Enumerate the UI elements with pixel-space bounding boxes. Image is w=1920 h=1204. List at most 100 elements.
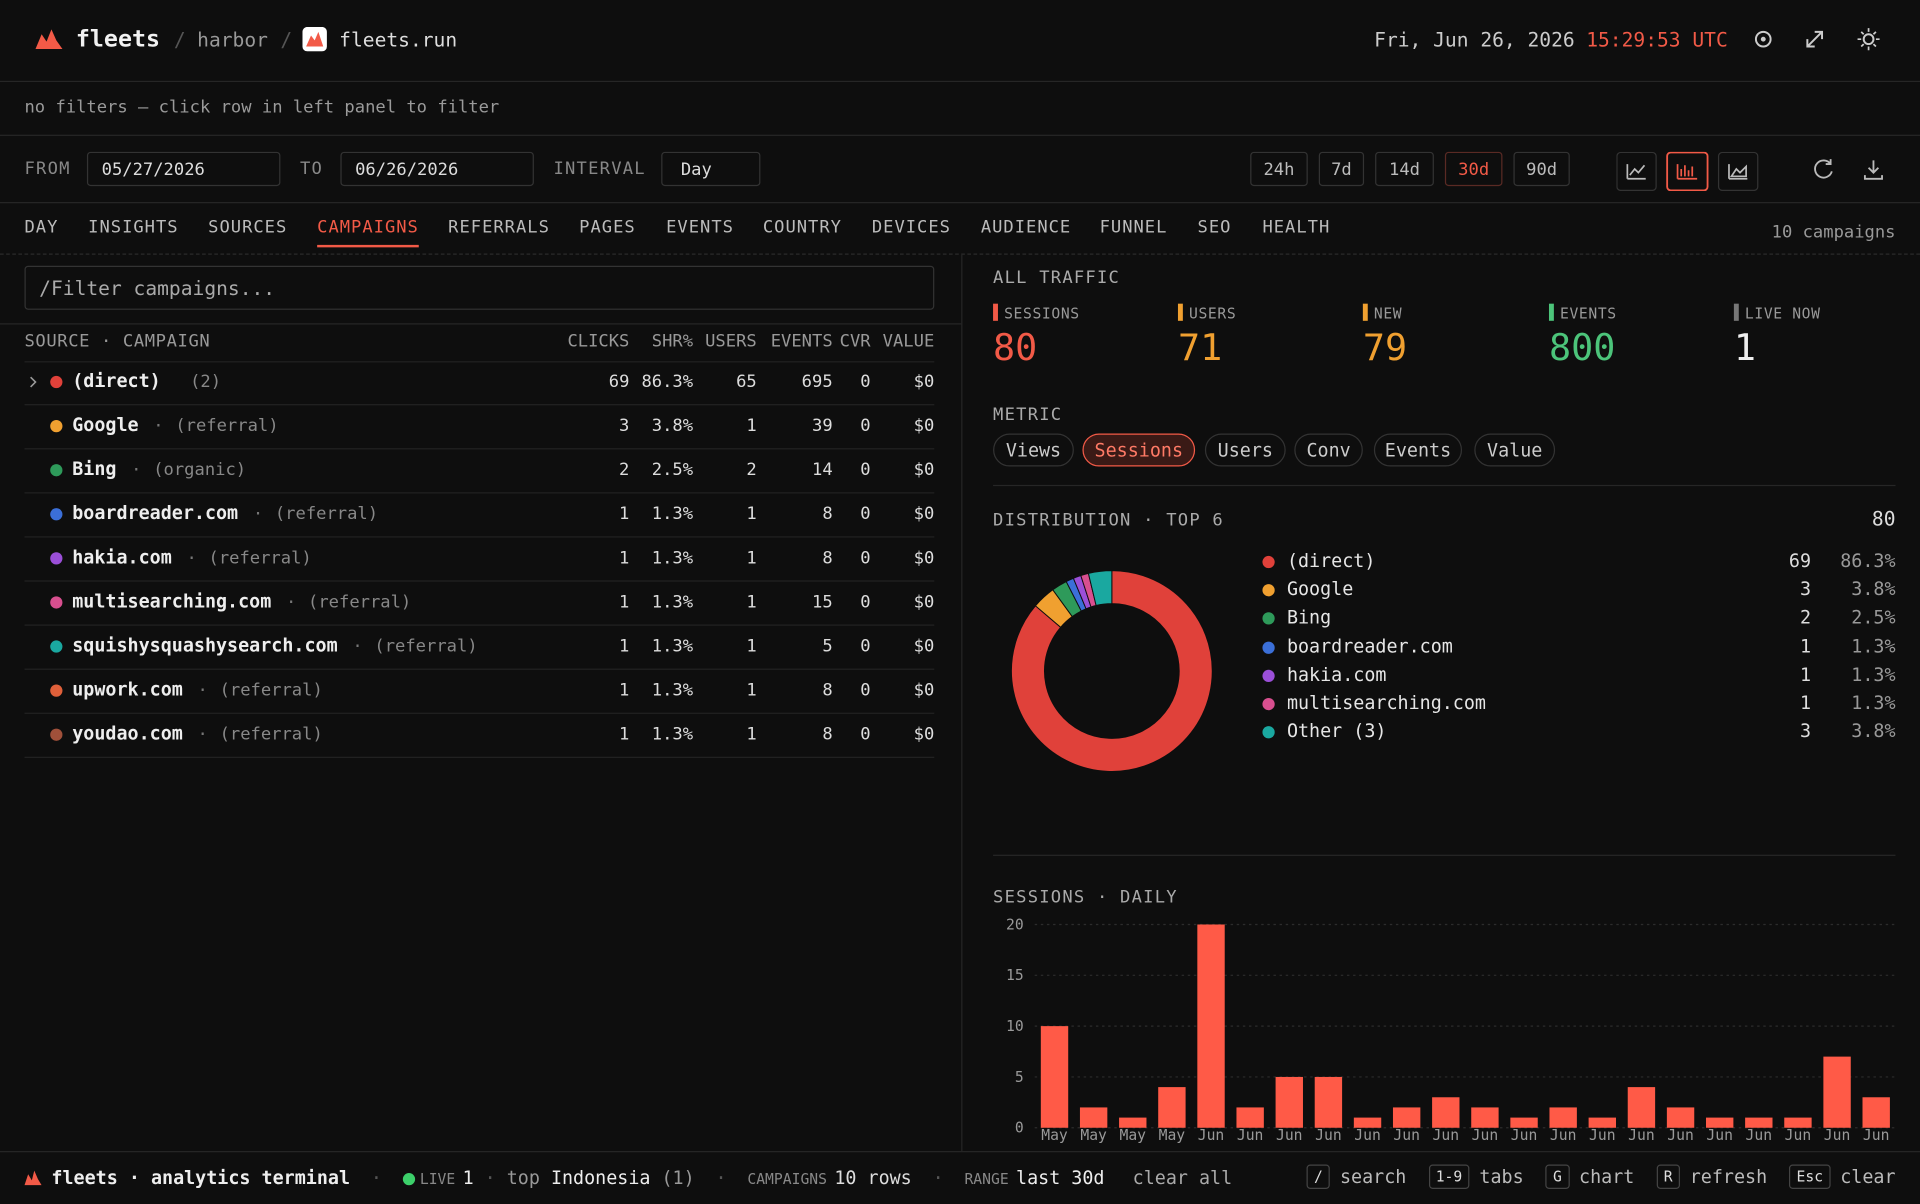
source-name[interactable]: squishysquashysearch.com xyxy=(72,634,338,657)
source-tag: (2) xyxy=(190,372,222,392)
tab[interactable]: SOURCES xyxy=(208,217,288,238)
tab[interactable]: COUNTRY xyxy=(762,217,842,238)
cell: 0 xyxy=(860,416,871,436)
source-name[interactable]: upwork.com xyxy=(72,678,183,701)
x-tick-label: Jun xyxy=(1393,1127,1420,1144)
row-line xyxy=(24,756,935,758)
source-name[interactable]: multisearching.com xyxy=(72,590,272,613)
bar xyxy=(1588,1117,1616,1128)
panel-divider xyxy=(961,254,963,1152)
cell: 1 xyxy=(619,548,630,569)
donut-chart xyxy=(1010,570,1213,772)
metric-label: Value xyxy=(1487,439,1543,462)
shortcut-label: chart xyxy=(1579,1165,1635,1188)
range-button[interactable]: 30d xyxy=(1444,151,1503,187)
source-tag: (referral) xyxy=(175,416,279,436)
tab[interactable]: CAMPAIGNS xyxy=(317,217,419,238)
bar xyxy=(1745,1117,1773,1128)
site-icon xyxy=(302,26,327,52)
divider xyxy=(0,134,1920,136)
cell: $0 xyxy=(913,416,935,436)
legend-name: Other (3) xyxy=(1286,720,1387,743)
time: 15:29:53 UTC xyxy=(1586,28,1728,52)
live-count: 1 xyxy=(462,1166,474,1189)
legend-name: (direct) xyxy=(1286,549,1376,572)
tab[interactable]: HEALTH xyxy=(1262,217,1331,238)
x-tick-label: Jun xyxy=(1433,1127,1460,1144)
source-name[interactable]: (direct) xyxy=(72,369,161,392)
legend-share: 2.5% xyxy=(1851,606,1896,629)
cell: $0 xyxy=(913,460,935,481)
metric-label: Users xyxy=(1217,439,1273,462)
chart-title: SESSIONS · DAILY xyxy=(993,887,1178,908)
tab[interactable]: FUNNEL xyxy=(1099,217,1168,238)
stat-value: 800 xyxy=(1548,326,1616,370)
metric-pill[interactable]: Users xyxy=(1204,433,1286,467)
campaigns-label: CAMPAIGNS xyxy=(747,1170,827,1188)
x-tick-label: Jun xyxy=(1354,1127,1381,1144)
tab[interactable]: SEO xyxy=(1197,217,1232,238)
tab[interactable]: EVENTS xyxy=(666,217,734,238)
metric-pill[interactable]: Value xyxy=(1474,433,1556,467)
tab-underline xyxy=(317,244,419,248)
tab[interactable]: DAY xyxy=(24,217,59,238)
source-tag: (referral) xyxy=(274,504,379,525)
legend-dot xyxy=(1262,612,1275,625)
column-header: CVR xyxy=(839,331,871,352)
date-input[interactable]: 05/27/2026 xyxy=(86,151,281,187)
chart-type-icons[interactable] xyxy=(1616,151,1763,192)
x-tick-label: Jun xyxy=(1746,1127,1773,1144)
metric-pill[interactable]: Sessions xyxy=(1082,433,1196,467)
range-button[interactable]: 90d xyxy=(1513,151,1570,187)
x-tick-label: Jun xyxy=(1315,1127,1342,1144)
bar xyxy=(1471,1107,1499,1128)
source-dot xyxy=(50,640,63,653)
legend-share: 1.3% xyxy=(1851,635,1896,658)
metric-pill[interactable]: Conv xyxy=(1294,433,1363,467)
cell: 1.3% xyxy=(651,548,694,569)
source-name[interactable]: boardreader.com xyxy=(72,502,239,525)
metric-pill[interactable]: Events xyxy=(1373,433,1463,467)
cell: 8 xyxy=(822,504,833,525)
header-icons[interactable] xyxy=(1751,27,1898,51)
legend-name: hakia.com xyxy=(1286,663,1387,686)
tab[interactable]: DEVICES xyxy=(871,217,951,238)
metric-label: Sessions xyxy=(1094,439,1184,462)
cell: 0 xyxy=(860,680,871,701)
source-name[interactable]: youdao.com xyxy=(72,722,183,745)
column-header: EVENTS xyxy=(770,331,833,352)
date-input[interactable]: 06/26/2026 xyxy=(340,151,534,187)
row-line xyxy=(24,536,935,538)
donut-slice xyxy=(1087,570,1113,607)
brand: fleets xyxy=(75,25,160,53)
source-tag: (referral) xyxy=(208,548,312,569)
source-name[interactable]: hakia.com xyxy=(72,546,172,569)
cell: 0 xyxy=(860,460,871,481)
stat-label: EVENTS xyxy=(1560,304,1617,323)
action-icons[interactable] xyxy=(1812,157,1888,181)
clear-all[interactable]: clear all xyxy=(1132,1166,1233,1189)
select[interactable]: Day xyxy=(661,151,761,187)
source-name[interactable]: Google xyxy=(72,413,139,436)
tab[interactable]: AUDIENCE xyxy=(980,217,1072,238)
shortcut-key: 1-9 xyxy=(1428,1164,1470,1189)
range-button[interactable]: 7d xyxy=(1318,151,1365,187)
range-button[interactable]: 24h xyxy=(1250,151,1308,187)
metric-pill[interactable]: Views xyxy=(993,433,1074,467)
expand-chevron[interactable] xyxy=(27,375,39,390)
cell: 86.3% xyxy=(641,372,694,392)
range-button[interactable]: 14d xyxy=(1375,151,1434,187)
date: Fri, Jun 26, 2026 xyxy=(1374,28,1575,52)
cell: 1.3% xyxy=(651,724,694,745)
cell: 15 xyxy=(812,592,833,613)
crumb: fleets.run xyxy=(339,28,458,52)
legend-value: 2 xyxy=(1799,606,1812,629)
bar xyxy=(1353,1117,1382,1128)
source-name[interactable]: Bing xyxy=(72,457,117,481)
stat-bar xyxy=(1177,303,1183,321)
tab[interactable]: INSIGHTS xyxy=(88,217,179,238)
search-input[interactable]: /Filter campaigns... xyxy=(24,265,935,310)
tab[interactable]: REFERRALS xyxy=(448,217,550,238)
tab[interactable]: PAGES xyxy=(579,217,636,238)
